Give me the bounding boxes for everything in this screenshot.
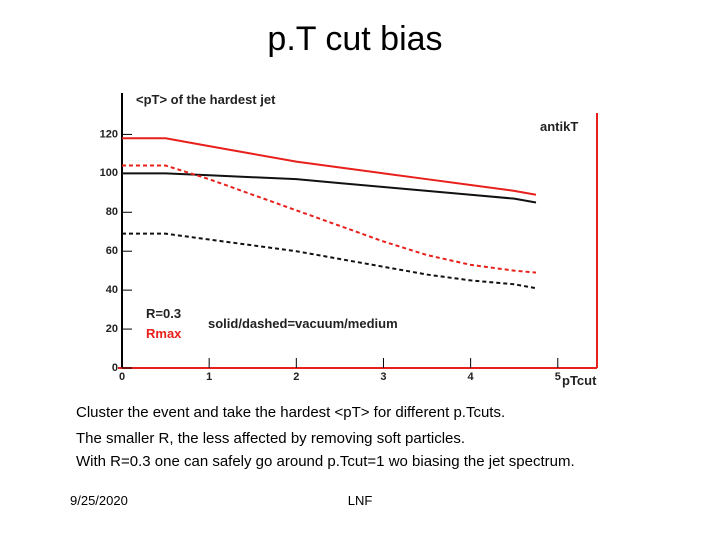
y-tick-label: 0 (112, 362, 118, 374)
x-tick-label: 4 (468, 371, 475, 383)
x-tick-label: 0 (119, 371, 125, 383)
annotation: Rmax (146, 326, 182, 341)
footer: LNF (348, 493, 373, 508)
body-line: Cluster the event and take the hardest <… (76, 404, 505, 421)
slide-title: p.T cut bias (267, 20, 442, 58)
y-tick-label: 120 (100, 128, 118, 140)
y-tick-label: 40 (106, 284, 118, 296)
series-line (122, 232, 537, 290)
y-tick-label: 20 (106, 323, 118, 335)
series-line (122, 164, 537, 274)
series-line (122, 172, 537, 204)
body-line: The smaller R, the less affected by remo… (76, 430, 465, 447)
series-line (122, 137, 537, 196)
x-tick-label: 5 (555, 371, 561, 383)
x-tick-label: 3 (380, 371, 386, 383)
date: 9/25/2020 (70, 493, 128, 508)
y-tick-label: 100 (100, 167, 118, 179)
annotation: R=0.3 (146, 306, 181, 321)
x-tick-label: 2 (293, 371, 299, 383)
y-tick-label: 80 (106, 206, 118, 218)
annotation: solid/dashed=vacuum/medium (208, 316, 398, 331)
body-line: With R=0.3 one can safely go around p.Tc… (76, 453, 575, 470)
chart-title: <pT> of the hardest jet (136, 92, 276, 107)
x-tick-label: 1 (206, 371, 212, 383)
annotation: antikT (540, 119, 578, 134)
x-axis-label: pTcut (562, 373, 597, 388)
y-tick-label: 60 (106, 245, 118, 257)
